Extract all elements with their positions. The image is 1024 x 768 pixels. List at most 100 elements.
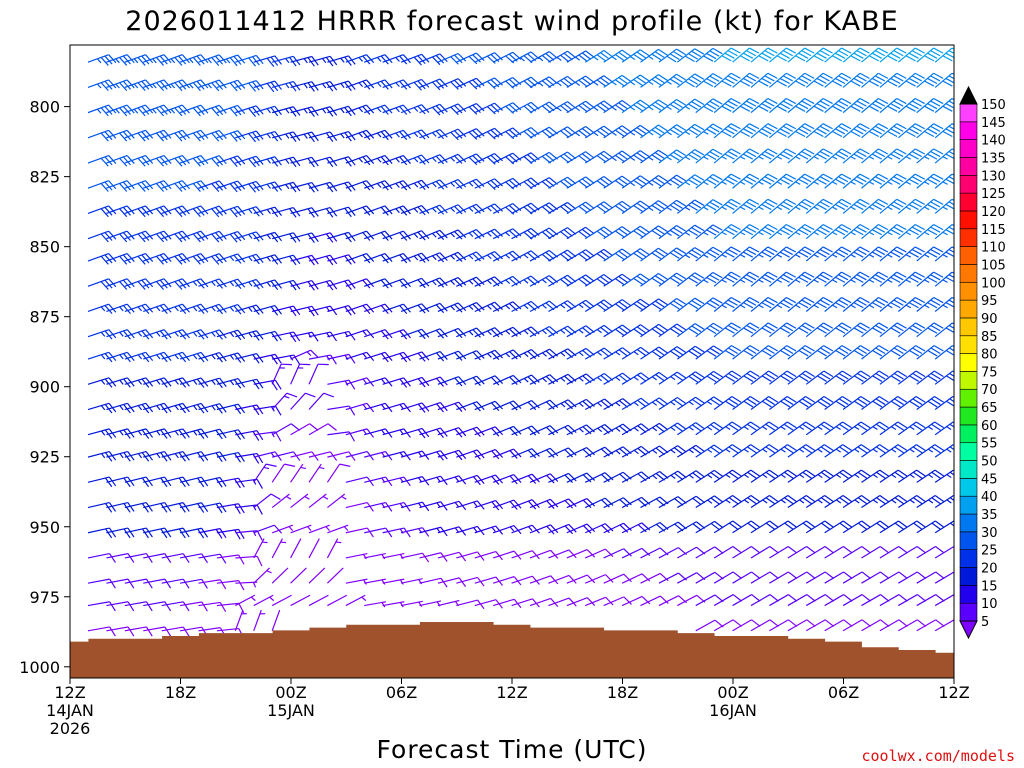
- wind-barb-full: [694, 323, 705, 330]
- wind-barb-full: [435, 253, 445, 263]
- wind-barb: [216, 528, 245, 540]
- wind-barb-full: [145, 54, 154, 64]
- wind-barb-full: [731, 421, 742, 429]
- wind-barb-full: [421, 328, 430, 338]
- wind-barb-full: [513, 448, 522, 458]
- wind-barb: [271, 423, 301, 436]
- wind-barb-full: [255, 181, 264, 191]
- wind-barb-full: [673, 249, 683, 257]
- wind-barb-full: [816, 178, 827, 185]
- wind-barb-full: [531, 425, 540, 435]
- wind-barb-full: [567, 201, 577, 210]
- wind-barb-half: [376, 57, 382, 62]
- wind-barb: [106, 578, 135, 589]
- wind-barb-full: [229, 233, 238, 243]
- wind-barb-full: [897, 444, 908, 452]
- wind-barb-full: [706, 229, 717, 236]
- wind-barb-half: [593, 81, 599, 86]
- wind-barb-full: [861, 520, 871, 528]
- wind-barb-half: [432, 232, 437, 238]
- wind-barb-full: [805, 444, 816, 452]
- wind-barb: [750, 198, 778, 214]
- wind-barb: [769, 444, 797, 458]
- wind-barb-full: [256, 404, 264, 415]
- wind-barb-full: [122, 232, 131, 241]
- wind-barb-full: [933, 370, 944, 378]
- wind-barb: [805, 296, 833, 312]
- wind-barb-full: [531, 400, 540, 409]
- wind-barb: [511, 177, 540, 190]
- wind-barb-full: [782, 248, 793, 256]
- wind-barb-full: [838, 299, 849, 306]
- wind-barb-full: [780, 400, 791, 408]
- wind-barb-full: [200, 303, 209, 313]
- wind-barb: [253, 567, 272, 584]
- wind-barb-staff: [290, 567, 307, 584]
- wind-barb-full: [747, 446, 757, 454]
- wind-barb: [345, 428, 375, 438]
- wind-barb-full: [788, 594, 798, 602]
- wind-barb: [897, 47, 925, 63]
- wind-barb: [87, 476, 117, 488]
- wind-barb-full: [600, 152, 610, 161]
- wind-barb-half: [762, 426, 768, 431]
- wind-barb-full: [472, 230, 481, 240]
- wind-barb: [842, 97, 870, 114]
- wind-barb: [327, 405, 356, 416]
- wind-barb-full: [402, 303, 411, 313]
- wind-barb-full: [654, 101, 665, 109]
- wind-barb-full: [875, 100, 886, 107]
- wind-barb-full: [421, 129, 430, 139]
- wind-barb-full: [785, 72, 797, 79]
- wind-barb-full: [265, 463, 277, 467]
- wind-barb-full: [348, 354, 356, 364]
- wind-barb-full: [399, 80, 408, 90]
- wind-barb-full: [712, 123, 723, 130]
- wind-barb-full: [475, 251, 485, 260]
- wind-barb-full: [820, 497, 831, 505]
- wind-barb-full: [159, 254, 168, 264]
- wind-barb-full: [802, 398, 812, 406]
- wind-barb-full: [600, 178, 610, 186]
- wind-barb: [143, 252, 172, 265]
- wind-barb-full: [362, 279, 371, 289]
- wind-barb-full: [636, 76, 647, 84]
- wind-barb: [676, 396, 705, 411]
- wind-barb: [805, 444, 834, 458]
- wind-barb-half: [688, 449, 694, 454]
- wind-barb-full: [915, 296, 926, 304]
- wind-barb: [198, 253, 227, 265]
- wind-barb-full: [560, 180, 570, 189]
- wind-barb-full: [546, 474, 555, 484]
- wind-barb-full: [843, 594, 853, 602]
- wind-barb-full: [384, 54, 393, 64]
- wind-barb-half: [597, 427, 603, 433]
- wind-barb: [603, 548, 632, 559]
- wind-barb-full: [399, 206, 408, 216]
- wind-barb-full: [688, 229, 698, 237]
- wind-barb: [787, 198, 815, 214]
- wind-barb-full: [603, 226, 613, 234]
- wind-barb: [511, 550, 540, 560]
- wind-barb-full: [691, 373, 702, 381]
- wind-barb-full: [832, 130, 843, 138]
- wind-barb: [584, 398, 614, 411]
- wind-barb: [676, 345, 705, 360]
- wind-barb-full: [108, 253, 117, 262]
- wind-barb-full: [435, 80, 445, 89]
- wind-barb-full: [824, 546, 835, 554]
- wind-barb: [456, 401, 485, 412]
- wind-barb-staff: [769, 571, 789, 584]
- wind-barb: [640, 496, 669, 509]
- wind-barb-half: [509, 526, 515, 532]
- wind-barb-full: [917, 594, 927, 602]
- wind-barb-full: [384, 129, 393, 139]
- wind-barb-full: [215, 503, 223, 514]
- wind-barb-full: [890, 203, 901, 211]
- wind-barb-full: [709, 325, 720, 332]
- wind-barb-full: [145, 129, 154, 139]
- wind-barb-full: [927, 400, 938, 408]
- wind-barb-full: [769, 594, 779, 602]
- wind-barb-full: [776, 130, 787, 138]
- wind-barb-full: [651, 53, 662, 61]
